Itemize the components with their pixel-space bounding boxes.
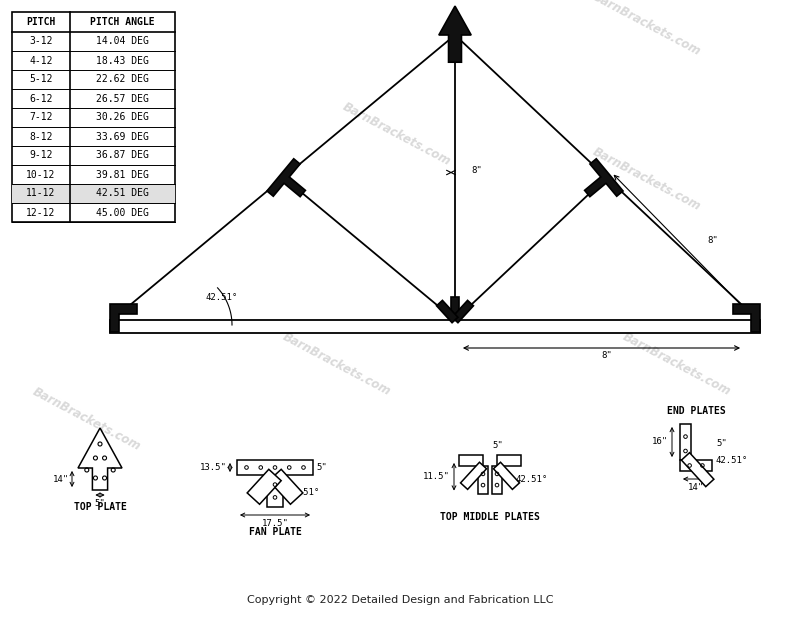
Text: 42.51°: 42.51°: [205, 292, 238, 302]
Text: 9-12: 9-12: [30, 151, 53, 161]
Text: 8-12: 8-12: [30, 132, 53, 142]
Bar: [12, 12, 175, 222]
Text: 5": 5": [492, 441, 502, 451]
Text: 14": 14": [688, 483, 704, 492]
Text: 42.51°: 42.51°: [716, 456, 748, 465]
Text: 5": 5": [316, 463, 326, 472]
Text: BarnBrackets.com: BarnBrackets.com: [590, 0, 702, 58]
Text: 5": 5": [716, 439, 726, 447]
Polygon shape: [451, 297, 459, 320]
Text: 10-12: 10-12: [26, 169, 56, 179]
Polygon shape: [237, 460, 313, 475]
Text: 30.26 DEG: 30.26 DEG: [96, 112, 149, 122]
Text: TOP PLATE: TOP PLATE: [74, 502, 126, 512]
Text: 42.51 DEG: 42.51 DEG: [96, 188, 149, 198]
Text: TOP MIDDLE PLATES: TOP MIDDLE PLATES: [440, 512, 540, 522]
Polygon shape: [497, 454, 521, 465]
Polygon shape: [461, 462, 486, 489]
Text: BarnBrackets.com: BarnBrackets.com: [620, 330, 733, 398]
Polygon shape: [110, 305, 138, 332]
Text: 26.57 DEG: 26.57 DEG: [96, 93, 149, 103]
Polygon shape: [478, 465, 488, 494]
Text: 42.51°: 42.51°: [516, 475, 548, 485]
Text: END PLATES: END PLATES: [666, 406, 726, 416]
Text: 7-12: 7-12: [30, 112, 53, 122]
Text: BarnBrackets.com: BarnBrackets.com: [340, 100, 453, 168]
Text: 8": 8": [472, 166, 482, 175]
Text: 11-12: 11-12: [26, 188, 56, 198]
Polygon shape: [733, 305, 760, 332]
Text: PITCH ANGLE: PITCH ANGLE: [90, 17, 155, 27]
Polygon shape: [680, 424, 691, 460]
Polygon shape: [78, 428, 122, 490]
Polygon shape: [459, 454, 483, 465]
Text: BarnBrackets.com: BarnBrackets.com: [280, 330, 393, 398]
Text: 3-12: 3-12: [30, 36, 53, 46]
Text: 33.69 DEG: 33.69 DEG: [96, 132, 149, 142]
Text: FAN PLATE: FAN PLATE: [249, 527, 302, 537]
Text: 11.5": 11.5": [423, 472, 450, 481]
Polygon shape: [437, 300, 458, 323]
Text: 13.5": 13.5": [200, 463, 227, 472]
Text: 5": 5": [94, 499, 106, 508]
Text: 16": 16": [652, 438, 668, 446]
Text: 22.62 DEG: 22.62 DEG: [96, 75, 149, 85]
Bar: [12, 184, 175, 203]
Polygon shape: [585, 159, 623, 197]
Text: 14": 14": [53, 475, 69, 483]
Polygon shape: [267, 159, 306, 197]
Text: 12-12: 12-12: [26, 208, 56, 218]
Bar: [110, 320, 760, 333]
Text: 36.87 DEG: 36.87 DEG: [96, 151, 149, 161]
Text: 8": 8": [601, 350, 612, 360]
Text: BarnBrackets.com: BarnBrackets.com: [590, 145, 702, 213]
Text: 39.81 DEG: 39.81 DEG: [96, 169, 149, 179]
Text: BarnBrackets.com: BarnBrackets.com: [30, 385, 142, 453]
Text: 42.51°: 42.51°: [287, 488, 320, 497]
Text: Copyright © 2022 Detailed Design and Fabrication LLC: Copyright © 2022 Detailed Design and Fab…: [246, 595, 554, 605]
Text: 4-12: 4-12: [30, 56, 53, 66]
Text: 5-12: 5-12: [30, 75, 53, 85]
Text: 14.04 DEG: 14.04 DEG: [96, 36, 149, 46]
Text: 6-12: 6-12: [30, 93, 53, 103]
Polygon shape: [682, 452, 714, 486]
Polygon shape: [269, 469, 303, 504]
Polygon shape: [492, 465, 502, 494]
Polygon shape: [680, 460, 712, 471]
Text: 8": 8": [707, 236, 718, 245]
Text: 17.5": 17.5": [262, 519, 289, 528]
Polygon shape: [247, 469, 281, 504]
Polygon shape: [439, 6, 471, 62]
Text: 45.00 DEG: 45.00 DEG: [96, 208, 149, 218]
Polygon shape: [266, 475, 283, 507]
Text: PITCH: PITCH: [26, 17, 56, 27]
Text: 18.43 DEG: 18.43 DEG: [96, 56, 149, 66]
Polygon shape: [452, 300, 474, 323]
Polygon shape: [494, 462, 519, 489]
